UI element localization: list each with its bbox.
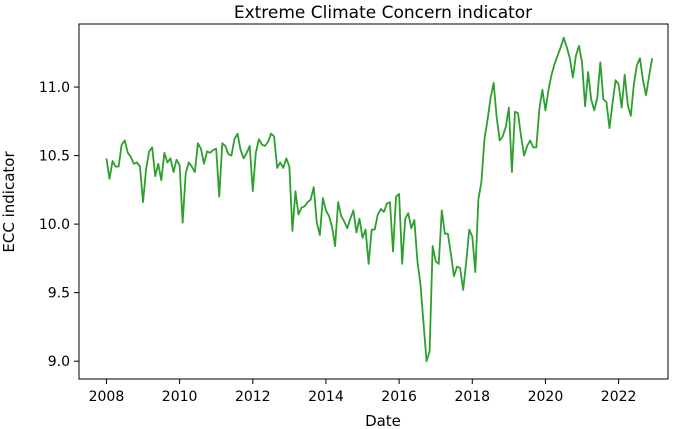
plot-frame: [78, 23, 669, 380]
x-tick-label: 2014: [308, 389, 344, 405]
y-tick-label: 10.0: [39, 217, 70, 233]
x-tick-label: 2016: [381, 389, 417, 405]
x-axis-label: Date: [365, 412, 401, 429]
y-tick-label: 11.0: [39, 80, 70, 96]
x-tick-label: 2008: [89, 389, 125, 405]
y-tick-label: 10.5: [39, 149, 70, 165]
x-tick-label: 2020: [528, 389, 564, 405]
x-tick-label: 2018: [454, 389, 490, 405]
series-line: [105, 36, 654, 363]
plot-area: [105, 36, 654, 363]
chart-title: Extreme Climate Concern indicator: [234, 3, 532, 23]
y-axis-label: ECC indicator: [0, 151, 18, 253]
x-axis: 2008 2010 2012 2014 2016 2018 2020 2022: [89, 379, 637, 405]
x-tick-label: 2022: [601, 389, 637, 405]
x-tick-label: 2010: [162, 389, 198, 405]
y-tick-label: 9.0: [48, 354, 70, 370]
x-tick-label: 2012: [235, 389, 271, 405]
y-tick-label: 9.5: [48, 286, 70, 302]
y-axis: 9.0 9.5 10.0 10.5 11.0: [39, 80, 79, 370]
